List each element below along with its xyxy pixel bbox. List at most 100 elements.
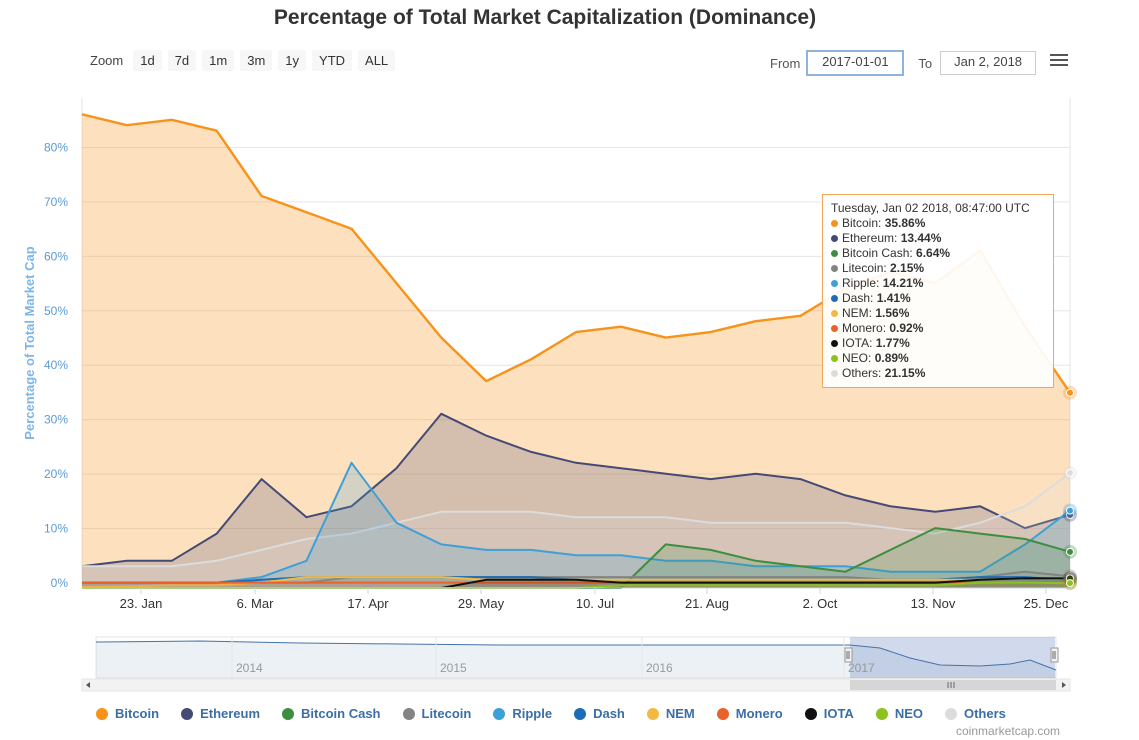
tooltip-series-name: Ripple	[842, 276, 877, 290]
legend-dot-icon	[804, 707, 817, 720]
tooltip-dot-icon	[831, 280, 838, 288]
to-label: To	[918, 55, 933, 71]
legend-item-dash[interactable]: Dash	[574, 706, 625, 721]
legend-item-bitcoin-cash[interactable]: Bitcoin Cash	[282, 706, 381, 721]
legend-dot-icon	[402, 707, 415, 720]
line-ripple[interactable]	[82, 461, 1071, 584]
legend-item-neo[interactable]: NEO	[875, 706, 923, 721]
navigator-line	[95, 640, 1057, 671]
zoom-1y-button[interactable]: 1y	[278, 50, 307, 71]
scrollbar-track[interactable]	[81, 678, 1071, 692]
navigator-year-label: 2017	[848, 661, 875, 675]
area-ethereum	[82, 413, 1070, 588]
tooltip-dot-icon	[831, 355, 838, 363]
zoom-ytd-button[interactable]: YTD	[312, 50, 353, 71]
tooltip-row-nem: NEM: 1.56%	[831, 306, 1045, 321]
x-tick-label: 6. Mar	[237, 596, 275, 611]
tooltip-row-litecoin: Litecoin: 2.15%	[831, 261, 1045, 276]
tooltip-series-value: 35.86%	[884, 216, 926, 230]
line-ethereum[interactable]	[81, 412, 1071, 568]
tooltip-row-bitcoin-cash: Bitcoin Cash: 6.64%	[831, 246, 1045, 261]
area-ripple	[82, 462, 1070, 588]
legend-item-monero[interactable]: Monero	[716, 706, 783, 721]
zoom-3m-button[interactable]: 3m	[240, 50, 273, 71]
legend-item-nem[interactable]: NEM	[646, 706, 695, 721]
x-tick-label: 29. May	[458, 596, 505, 611]
series-end-markers	[1063, 385, 1077, 591]
legend-dot-icon	[96, 707, 108, 720]
to-date-input[interactable]: Jan 2, 2018	[940, 51, 1037, 75]
legend-label: NEO	[894, 706, 923, 721]
legend-item-bitcoin[interactable]: Bitcoin	[96, 706, 159, 721]
end-marker-ripple	[1066, 506, 1074, 515]
tooltip-series-name: Others	[842, 366, 879, 380]
credits-link[interactable]: coinmarketcap.com	[956, 724, 1061, 738]
tooltip-row-dash: Dash: 1.41%	[831, 291, 1045, 306]
series-areas	[81, 113, 1071, 589]
legend-dot-icon	[716, 707, 729, 720]
y-tick-label: 20%	[44, 467, 68, 481]
legend-item-ethereum[interactable]: Ethereum	[181, 706, 260, 721]
scroll-left-arrow-icon[interactable]	[86, 682, 90, 688]
y-tick-label: 50%	[44, 304, 68, 318]
tooltip-row-ethereum: Ethereum: 13.44%	[831, 231, 1045, 246]
tooltip-row-monero: Monero: 0.92%	[831, 321, 1045, 336]
legend-item-iota[interactable]: IOTA	[804, 706, 854, 721]
legend-label: Dash	[593, 706, 625, 721]
zoom-7d-button[interactable]: 7d	[167, 50, 197, 71]
navigator-year-label: 2015	[440, 661, 467, 675]
y-axis-title: Percentage of Total Market Cap	[22, 246, 37, 439]
area-monero	[82, 582, 1070, 588]
legend-label: Ethereum	[200, 706, 261, 721]
tooltip-series-value: 21.15%	[884, 366, 926, 380]
legend-dot-icon	[875, 707, 888, 720]
y-tick-label: 0%	[51, 576, 69, 590]
zoom-toolbar: Zoom 1d 7d 1m 3m 1y YTD ALL	[90, 50, 396, 71]
area-bitcoin-cash	[82, 528, 1070, 588]
legend-dot-icon	[181, 707, 194, 720]
legend-item-others[interactable]: Others	[944, 706, 1006, 721]
x-tick-label: 13. Nov	[911, 596, 956, 611]
legend-item-ripple[interactable]: Ripple	[493, 706, 552, 721]
from-date-input[interactable]: 2017-01-01	[806, 50, 905, 76]
hamburger-menu-icon[interactable]	[1050, 54, 1068, 68]
legend-dot-icon	[574, 707, 587, 720]
x-tick-label: 21. Aug	[685, 596, 729, 611]
tooltip-series-name: NEO	[842, 351, 869, 365]
end-marker-others	[1066, 468, 1074, 477]
tooltip-series-value: 0.92%	[889, 321, 924, 335]
navigator-year-label: 2014	[236, 661, 263, 675]
chart-title: Percentage of Total Market Capitalizatio…	[273, 6, 817, 29]
tooltip-dot-icon	[831, 340, 838, 348]
line-others[interactable]	[82, 472, 1071, 568]
main-chart: 0% 10% 20% 30% 40% 50% 60% 70% 80% Percentage of …	[22, 98, 1077, 692]
tooltip-dot-icon	[831, 310, 838, 318]
tooltip-series-name: NEM	[842, 306, 869, 320]
end-marker-bitcoin	[1066, 388, 1074, 397]
tooltip-series-value: 6.64%	[916, 246, 951, 260]
navigator[interactable]: 2014 2015 2016 2017	[81, 636, 1071, 692]
legend-label: Ripple	[512, 706, 553, 721]
navigator-year-label: 2016	[646, 661, 673, 675]
zoom-1d-button[interactable]: 1d	[133, 50, 162, 71]
scrollbar-thumb[interactable]	[850, 680, 1056, 690]
axes: 0% 10% 20% 30% 40% 50% 60% 70% 80% Percentage of …	[22, 140, 1070, 611]
tooltip-dot-icon	[831, 295, 838, 303]
tooltip-row-iota: IOTA: 1.77%	[831, 336, 1045, 351]
zoom-all-button[interactable]: ALL	[358, 50, 396, 71]
legend-label: IOTA	[823, 706, 854, 721]
tooltip-series-value: 14.21%	[882, 276, 924, 290]
tooltip-dot-icon	[831, 325, 838, 333]
end-marker-neo	[1066, 579, 1074, 588]
y-tick-label: 10%	[44, 522, 68, 536]
tooltip-row-neo: NEO: 0.89%	[831, 351, 1045, 366]
legend-item-litecoin[interactable]: Litecoin	[402, 706, 472, 721]
legend-dot-icon	[944, 707, 957, 720]
legend-label: NEM	[665, 706, 695, 721]
navigator-selection[interactable]	[850, 637, 1055, 678]
y-tick-label: 80%	[44, 140, 68, 154]
legend-label: Litecoin	[421, 706, 472, 721]
zoom-1m-button[interactable]: 1m	[202, 50, 235, 71]
tooltip-series-name: Monero	[842, 321, 883, 335]
scroll-right-arrow-icon[interactable]	[1062, 682, 1066, 688]
